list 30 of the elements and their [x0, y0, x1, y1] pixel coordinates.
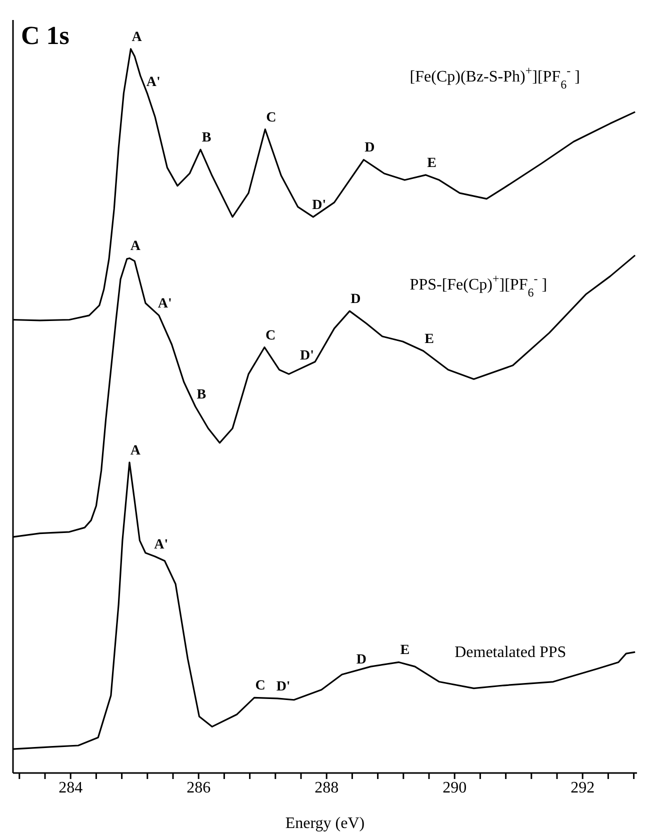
annotation: D' — [312, 198, 326, 213]
annotation: A — [130, 239, 142, 254]
x-tick-label: 288 — [314, 779, 339, 796]
x-tick-label: 290 — [442, 779, 467, 796]
annotation: C — [265, 328, 276, 344]
annotation: C — [255, 678, 266, 694]
annotation: D' — [300, 348, 314, 364]
annotation: A — [132, 30, 143, 45]
series-label: PPS-[Fe(Cp)$^{+}$][PF$_{6}$$^{-}$ ] — [410, 271, 548, 300]
annotation: D' — [276, 679, 290, 694]
annotation: B — [196, 388, 206, 403]
annotation: A' — [146, 74, 160, 90]
x-tick-label: 284 — [58, 779, 83, 796]
annotation: A' — [158, 296, 172, 312]
annotation: E — [424, 332, 434, 347]
text: [Fe(Cp)(Bz-S-Ph)$^{+}$][PF$_{6}$$^{-}$ ] — [410, 64, 580, 92]
x-axis-title: Energy (eV) — [285, 815, 365, 832]
annotation: D — [364, 140, 375, 156]
series-label: Demetalated PPS — [454, 644, 566, 662]
annotation: D — [350, 292, 361, 308]
annotation: D — [356, 652, 366, 668]
x-tick-label: 286 — [186, 779, 211, 796]
annotation: A' — [154, 538, 168, 553]
annotation: C — [266, 110, 276, 126]
x-tick-label: 292 — [570, 779, 595, 796]
annotation: B — [202, 130, 212, 146]
annotation: E — [427, 156, 436, 171]
chart-title: C 1s — [21, 21, 70, 50]
annotation: E — [400, 643, 410, 658]
annotation: A — [130, 443, 142, 458]
